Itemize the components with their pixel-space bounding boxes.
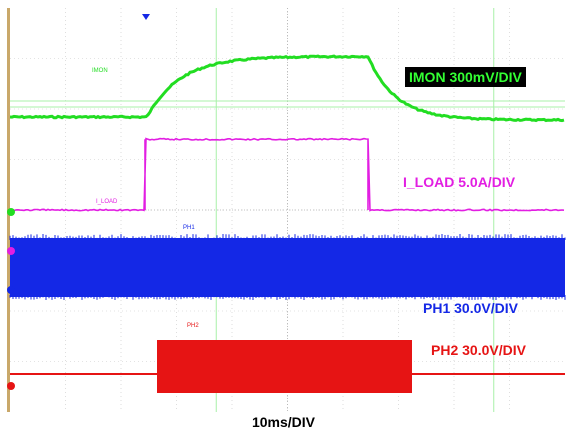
channel-tag: I_LOAD: [96, 199, 118, 205]
channel-ground-marker: [7, 208, 15, 216]
imon-trace: [9, 54, 565, 123]
ph1-channel-label: PH1 30.0V/DIV: [423, 300, 518, 316]
ph2-channel-label: PH2 30.0V/DIV: [431, 342, 526, 358]
channel-ground-marker: [7, 247, 15, 255]
ph2-trace: [157, 340, 412, 393]
imon-channel-label: IMON 300mV/DIV: [405, 67, 526, 87]
iload-trace: [9, 137, 565, 212]
iload-channel-label: I_LOAD 5.0A/DIV: [403, 174, 516, 190]
channel-tag: PH1: [183, 225, 195, 231]
channel-ground-marker: [7, 286, 15, 294]
channel-markers: IMON I_LOAD PH1 PH2: [7, 14, 199, 390]
channel-tag: IMON: [92, 68, 108, 74]
channel-ground-marker: [7, 382, 15, 390]
ph1-trace: [10, 238, 565, 297]
timebase-label: 10ms/DIV: [251, 414, 316, 430]
traces: [9, 54, 566, 393]
trigger-marker: [142, 14, 150, 20]
ph1-trace-noise: [9, 234, 566, 300]
channel-tag: PH2: [187, 323, 199, 329]
